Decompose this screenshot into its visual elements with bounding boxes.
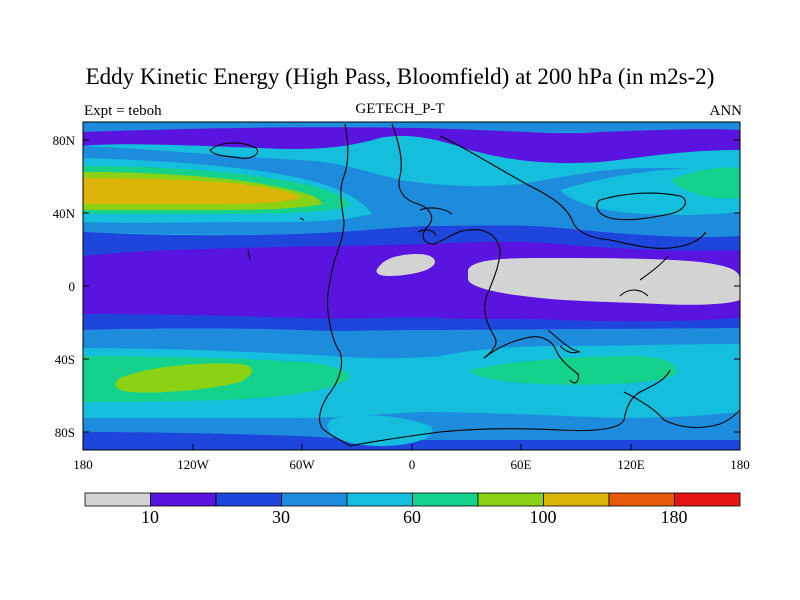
field-tropics-blue-south <box>83 314 740 334</box>
colorbar-swatch <box>150 492 217 507</box>
x-tick-label: 60W <box>289 457 315 472</box>
y-tick-label: 40N <box>53 206 76 221</box>
colorbar-label: 10 <box>141 507 159 527</box>
x-tick-label: 120E <box>617 457 645 472</box>
period-label: ANN <box>709 103 743 119</box>
coastline-europe-africa <box>391 123 501 359</box>
colorbar-label: 180 <box>661 507 688 527</box>
y-tick-label: 0 <box>69 279 76 294</box>
field-grey-atlantic <box>376 254 435 276</box>
field-south-midblue <box>83 328 740 359</box>
field-pacific-green <box>670 167 740 199</box>
y-tick-label: 80N <box>53 133 76 148</box>
colorbar-swatch <box>674 492 741 507</box>
coastline-asia-lake <box>596 192 686 221</box>
colorbar-swatch <box>477 492 544 507</box>
field-north-edge <box>83 122 740 132</box>
x-tick-label: 180 <box>73 457 93 472</box>
x-axis-labels: 180 120W 60W 0 60E 120E 180 <box>73 457 750 472</box>
colorbar <box>84 492 741 507</box>
contour-field <box>83 122 740 450</box>
colorbar-swatch <box>543 492 610 507</box>
colorbar-label: 30 <box>272 507 290 527</box>
colorbar-label: 60 <box>403 507 421 527</box>
coastline-islands-east <box>619 255 669 297</box>
coastline-antarctica-east <box>623 391 740 429</box>
field-south-lime <box>115 363 252 393</box>
coastline-americas-east <box>319 123 351 447</box>
x-tick-label: 60E <box>511 457 532 472</box>
y-axis-labels: 80N 40N 0 40S 80S <box>53 133 76 440</box>
colorbar-swatch <box>346 492 413 507</box>
coastline-mediterranean <box>417 207 453 237</box>
y-tick-label: 80S <box>55 425 75 440</box>
field-antarctic-cyan <box>327 415 433 446</box>
field-tropics-blue-north <box>83 225 740 256</box>
field-tropics-purple <box>83 225 740 334</box>
colorbar-swatch <box>608 492 675 507</box>
coastline-antarctica-west <box>349 369 671 447</box>
experiment-label: Expt = teboh <box>84 103 162 119</box>
tick-marks <box>83 139 740 450</box>
colorbar-labels: 10 30 60 100 180 <box>141 507 688 527</box>
map-title: Eddy Kinetic Energy (High Pass, Bloomfie… <box>85 64 715 89</box>
x-tick-label: 0 <box>409 457 416 472</box>
field-grey-indopacific <box>468 258 740 305</box>
model-label: GETECH_P-T <box>355 101 445 117</box>
coastlines <box>209 123 740 447</box>
x-tick-label: 180 <box>730 457 750 472</box>
coastline-india <box>547 329 581 354</box>
colorbar-swatch <box>215 492 282 507</box>
colorbar-swatch <box>84 492 151 507</box>
coastline-small-islands <box>247 217 305 261</box>
colorbar-label: 100 <box>530 507 557 527</box>
colorbar-swatch <box>281 492 348 507</box>
field-arctic-purple <box>83 127 740 164</box>
coastline-africa-south <box>483 336 579 384</box>
coastline-asia-south <box>439 135 707 249</box>
coastline-arctic-island <box>209 142 258 159</box>
field-north-orange <box>83 178 300 204</box>
colorbar-swatch <box>412 492 479 507</box>
x-tick-label: 120W <box>177 457 210 472</box>
y-tick-label: 40S <box>55 352 75 367</box>
